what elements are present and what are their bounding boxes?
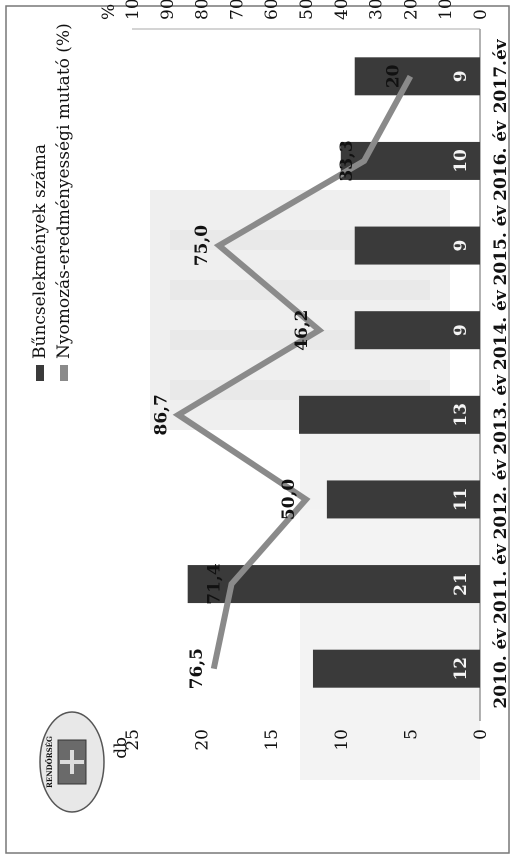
right-axis-tick-label: 90 <box>158 0 178 20</box>
x-tick-label: 2014. év <box>491 289 511 370</box>
bar <box>299 395 481 434</box>
bar <box>312 649 480 688</box>
left-axis-tick-label: 15 <box>262 729 282 751</box>
logo-text: RENDŐRSÉG <box>45 736 54 788</box>
bar-value-label: 11 <box>451 488 471 512</box>
legend-marker-line <box>60 365 68 381</box>
line-value-label: 71,4 <box>205 563 225 605</box>
legend-marker-bars <box>36 365 44 381</box>
right-axis-label: % <box>99 4 119 20</box>
police-logo: RENDŐRSÉG <box>39 711 105 813</box>
right-axis-tick-label: 100 <box>123 0 143 20</box>
bar <box>340 141 480 180</box>
bar <box>326 480 480 519</box>
right-axis-tick-label: 40 <box>332 0 352 20</box>
line-value-label: 20 <box>383 64 403 88</box>
x-tick-label: 2012. év <box>491 458 511 539</box>
x-tick-label: 2013. év <box>491 374 511 455</box>
right-axis-tick-label: 80 <box>193 0 213 20</box>
bar <box>187 565 480 604</box>
legend-label-line: Nyomozás-eredményességi mutató (%) <box>54 23 74 359</box>
right-axis-tick-label: 0 <box>471 9 491 20</box>
right-axis-tick-label: 70 <box>227 0 247 20</box>
left-axis-label: db <box>111 737 131 759</box>
x-tick-label: 2015. év <box>491 205 511 286</box>
legend-label-bars: Bűncselekmények száma <box>30 144 50 359</box>
bar <box>354 311 480 350</box>
left-axis-tick-label: 25 <box>123 729 143 751</box>
line-value-label: 33,3 <box>337 140 357 181</box>
background-building <box>150 190 480 780</box>
left-axis-tick-label: 10 <box>332 729 352 751</box>
left-axis-tick-label: 20 <box>193 729 213 751</box>
right-axis-tick-label: 30 <box>367 0 387 20</box>
bar-value-label: 21 <box>451 572 471 596</box>
right-axis-tick-label: 50 <box>297 0 317 20</box>
bar <box>354 57 480 96</box>
line-value-label: 46,2 <box>292 309 312 350</box>
x-tick-label: 2010. év <box>491 628 511 709</box>
line-value-label: 75,0 <box>192 225 212 267</box>
x-tick-label: 2016. év <box>491 120 511 201</box>
bar-value-label: 9 <box>451 324 471 336</box>
left-axis-tick-label: 0 <box>471 729 491 740</box>
line-series <box>172 74 414 670</box>
left-axis-tick-label: 5 <box>401 729 421 740</box>
bar-value-label: 10 <box>451 149 471 173</box>
x-tick-label: 2017.év <box>491 38 511 113</box>
right-axis-tick-label: 10 <box>436 0 456 20</box>
bar-value-label: 12 <box>451 657 471 681</box>
x-tick-label: 2011. év <box>491 543 511 624</box>
line-value-label: 86,7 <box>151 394 171 435</box>
bar <box>354 226 480 265</box>
line-value-label: 50,0 <box>279 479 299 521</box>
bar-value-label: 9 <box>451 70 471 82</box>
line-value-label: 76,5 <box>187 648 207 689</box>
bar-value-label: 9 <box>451 240 471 252</box>
right-axis-tick-label: 20 <box>401 0 421 20</box>
bar-value-label: 13 <box>451 403 471 427</box>
right-axis-tick-label: 60 <box>262 0 282 20</box>
